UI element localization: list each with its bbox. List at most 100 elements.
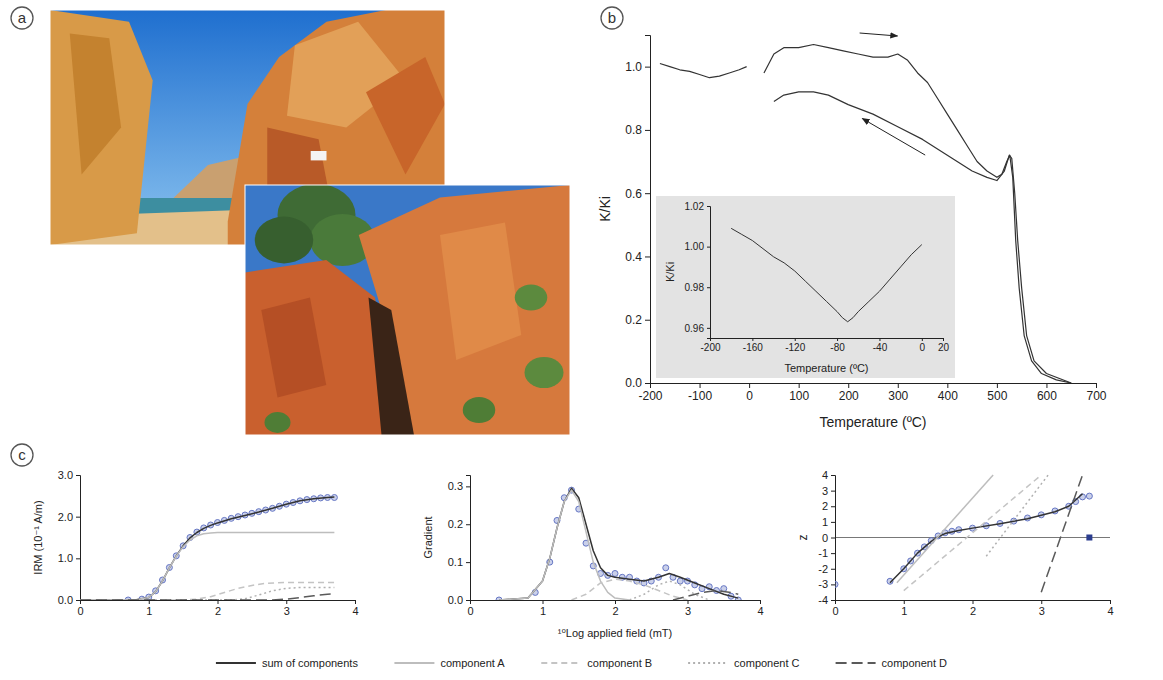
y-axis-line [466,476,471,601]
data-line [731,228,922,321]
chart: -200-10001002003004005006007000.00.20.40… [597,36,1107,431]
legend-swatch [216,662,256,664]
photo-shape [245,260,395,435]
data-line [499,488,738,600]
data-line [1041,475,1082,592]
tick-label: 3 [284,605,290,617]
panel-letter-circle [601,7,623,29]
tick: 3 [1039,600,1045,617]
x-axis-title: ¹⁰Log applied field (mT) [558,627,672,639]
legend-swatch [394,662,434,664]
tick-mark [355,600,356,604]
tick-mark [1096,383,1097,388]
tick-mark [973,600,974,604]
legend-item: sum of components [216,657,358,669]
tick: 4 [757,600,763,617]
scatter-series [125,495,337,601]
tick-label: 3 [822,485,828,497]
tick-label: 1.02 [685,201,705,212]
tick-mark [831,491,835,492]
tick-mark [795,338,796,341]
photo-shape [440,223,521,361]
tick: 3 [822,485,835,497]
tick: 1.02 [685,201,710,212]
y-axis-line [645,36,651,384]
photo-sky [245,185,570,435]
tick: 0.8 [625,123,650,137]
photo-shape [50,10,153,245]
tick-label: 500 [987,389,1007,403]
tick-label: -40 [873,342,888,353]
tick-label: -200 [638,389,662,403]
photo [245,185,570,435]
tick: 0.98 [685,282,710,293]
tick-label: -1 [818,547,828,559]
tick: 0.96 [685,323,710,334]
photo-shape [525,357,564,388]
data-point [1086,493,1092,499]
tick-label: -2 [818,563,828,575]
x-axis-title: Temperature (ºC) [784,362,868,374]
legend-item: component D [836,657,947,669]
tick-label: 1 [540,605,546,617]
tick-mark [76,475,80,476]
photo-shape [369,298,415,436]
tick-label: 3 [685,605,691,617]
x-axis-line [836,601,1111,605]
legend-item: component C [688,657,799,669]
tick-mark [848,383,849,388]
x-axis: 01234 [832,600,1113,617]
tick: 500 [987,383,1007,403]
tick: 1 [540,600,546,617]
panel-letter: b [601,7,623,29]
tick: 4 [352,600,358,617]
tick-mark [76,600,80,601]
x-axis-line [711,339,944,342]
photo-shape [366,57,445,175]
photo-frame [245,185,570,435]
legend-item: component B [541,657,652,669]
tick: 0 [822,532,835,544]
tick-label: 0 [920,342,926,353]
chart: 01234-4-3-2-101234z [796,469,1114,617]
tick: 0.3 [448,480,470,492]
data-line [80,533,334,601]
data-line [904,475,1042,591]
data-line [499,490,630,600]
legend-swatch [688,662,728,664]
tick-label: 0.1 [448,556,463,568]
tick-mark [645,193,650,194]
y-axis-line [76,476,81,601]
x-axis: -200-160-120-80-40020 [700,338,949,353]
tick-mark [149,600,150,604]
plot-area [80,495,337,601]
tick-label: -100 [688,389,712,403]
legend-label: component A [440,657,505,669]
tick-mark [837,338,838,341]
tick-mark [997,383,998,388]
tick-mark [286,600,287,604]
tick-mark [466,524,470,525]
y-axis-title: K/Ki [597,196,613,222]
tick-label: 0.2 [448,518,463,530]
tick-mark [831,522,835,523]
tick-mark [1110,600,1111,604]
panel-letter: c [11,444,33,466]
tick-label: 1 [822,516,828,528]
tick-label: 0.6 [625,187,642,201]
tick: 0.0 [625,376,650,390]
tick-label: 1.00 [685,241,705,252]
tick-mark [645,130,650,131]
tick-mark [760,600,761,604]
figure: abc-200-10001002003004005006007000.00.20… [0,0,1163,680]
tick-label: 0 [822,532,828,544]
data-line [572,579,688,600]
tick-mark [799,383,800,388]
tick: 300 [888,383,908,403]
tick-mark [707,328,710,329]
tick-mark [76,517,80,518]
tick: 0.2 [448,518,470,530]
y-axis: -4-3-2-101234 [818,469,835,606]
tick: 1.0 [625,60,650,74]
tick-label: 3 [1039,605,1045,617]
